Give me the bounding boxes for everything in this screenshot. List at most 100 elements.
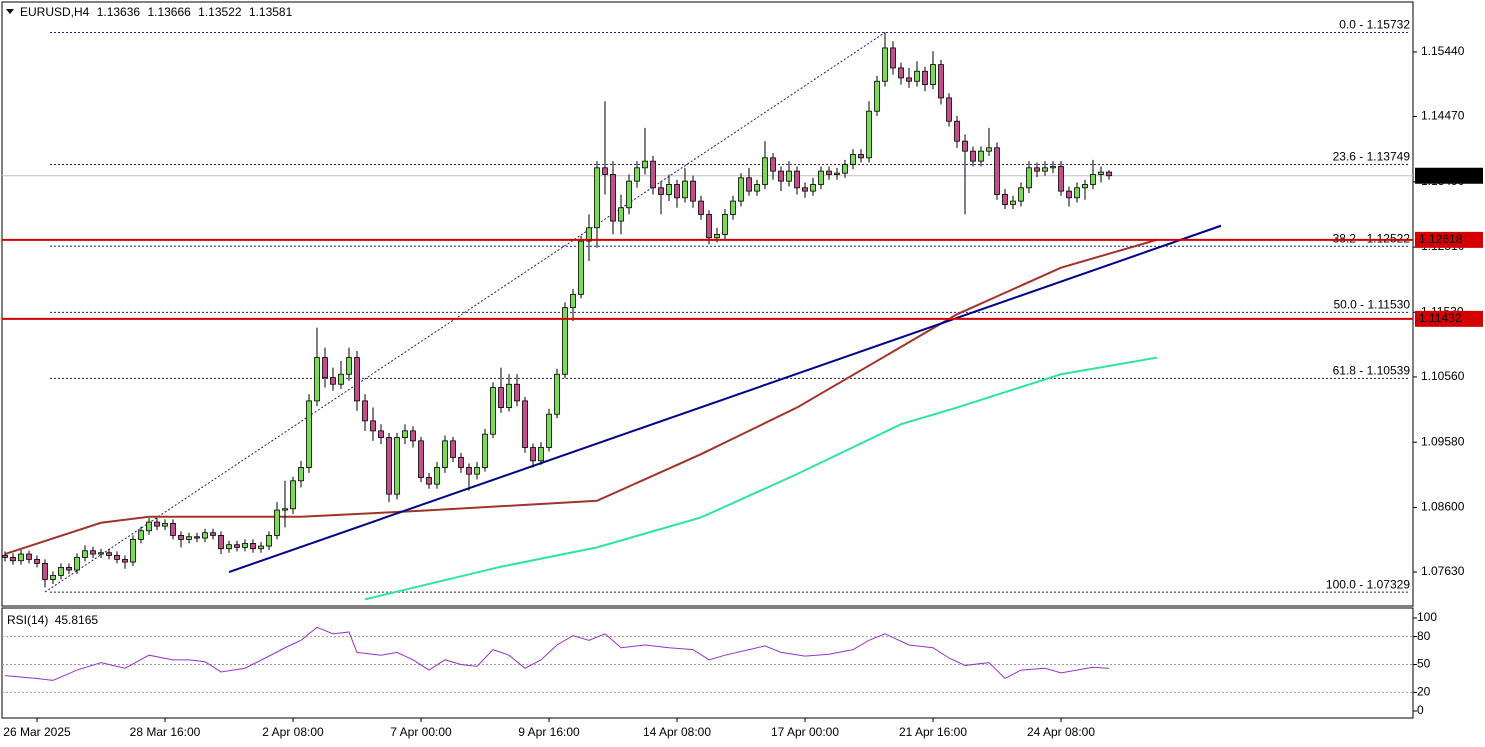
candle-body bbox=[330, 377, 336, 385]
level-badge-label: 1.12618 bbox=[1419, 232, 1463, 246]
current-price-label: 1.13581 bbox=[1419, 168, 1463, 182]
x-tick-label: 26 Mar 2025 bbox=[3, 725, 71, 739]
candle-body bbox=[666, 184, 672, 195]
candle-body bbox=[690, 180, 696, 202]
candle-body bbox=[194, 536, 200, 539]
candle-body bbox=[322, 357, 328, 378]
close: 1.13581 bbox=[249, 5, 293, 19]
candle-body bbox=[586, 227, 592, 242]
candle-body bbox=[898, 67, 904, 79]
candle-body bbox=[642, 160, 648, 169]
candle-body bbox=[10, 556, 16, 562]
candle-body bbox=[1074, 187, 1080, 199]
candle-body bbox=[402, 430, 408, 438]
candle-body bbox=[482, 433, 488, 468]
candle-body bbox=[218, 535, 224, 550]
y-tick-label: 1.09580 bbox=[1421, 434, 1465, 448]
fib-label: 38.2 - 1.12522 bbox=[1333, 231, 1411, 245]
candle-body bbox=[882, 47, 888, 82]
candle-body bbox=[530, 447, 536, 462]
candle-body bbox=[994, 147, 1000, 195]
candle-body bbox=[626, 180, 632, 209]
candle-body bbox=[890, 47, 896, 69]
rsi-last: 45.8165 bbox=[55, 613, 99, 627]
candle-body bbox=[450, 440, 456, 458]
candle-body bbox=[602, 167, 608, 175]
candle-body bbox=[570, 293, 576, 309]
candle-body bbox=[970, 150, 976, 162]
candle-body bbox=[346, 357, 352, 375]
candle-body bbox=[1098, 171, 1104, 175]
fib-label: 61.8 - 1.10539 bbox=[1333, 363, 1411, 377]
candle-body bbox=[610, 174, 616, 222]
candle-body bbox=[114, 554, 120, 560]
header: EURUSD,H4 1.13636 1.13666 1.13522 1.1358… bbox=[20, 5, 293, 19]
candle-body bbox=[674, 184, 680, 199]
candle-body bbox=[986, 147, 992, 152]
candle-body bbox=[1010, 200, 1016, 205]
candle-body bbox=[938, 64, 944, 99]
candle-body bbox=[378, 430, 384, 438]
y-tick-label: 1.08600 bbox=[1421, 500, 1465, 514]
candle-body bbox=[138, 530, 144, 540]
candle-body bbox=[514, 383, 520, 402]
candle-body bbox=[1058, 166, 1064, 192]
x-tick-label: 28 Mar 16:00 bbox=[130, 725, 201, 739]
candle-body bbox=[770, 157, 776, 172]
candle-body bbox=[754, 184, 760, 192]
candle-body bbox=[26, 553, 32, 560]
low: 1.13522 bbox=[198, 5, 242, 19]
x-tick-label: 9 Apr 16:00 bbox=[518, 725, 580, 739]
candle-body bbox=[922, 70, 928, 85]
candle-body bbox=[442, 440, 448, 468]
candle-body bbox=[874, 80, 880, 112]
candle-body bbox=[266, 535, 272, 547]
candle-body bbox=[66, 566, 72, 571]
candle-body bbox=[850, 154, 856, 165]
rsi-line bbox=[4, 626, 1110, 681]
candle-body bbox=[154, 521, 160, 527]
candle-body bbox=[658, 187, 664, 195]
candle-body bbox=[290, 480, 296, 510]
candle-body bbox=[202, 532, 208, 539]
candle-body bbox=[250, 543, 256, 550]
candle-body bbox=[170, 523, 176, 536]
candle-body bbox=[1090, 174, 1096, 185]
rsi-tick-label: 0 bbox=[1417, 703, 1424, 717]
candle-body bbox=[1026, 167, 1032, 189]
candle-body bbox=[242, 543, 248, 548]
candle-body bbox=[226, 544, 232, 550]
candle-body bbox=[386, 437, 392, 495]
candle-body bbox=[434, 467, 440, 485]
rsi-name: RSI(14) bbox=[7, 613, 48, 627]
level-badge-label: 1.11432 bbox=[1419, 311, 1462, 325]
candle-body bbox=[978, 150, 984, 162]
fib-label: 50.0 - 1.11530 bbox=[1333, 297, 1410, 311]
candle-body bbox=[786, 170, 792, 182]
candle-body bbox=[714, 234, 720, 239]
x-tick-label: 24 Apr 08:00 bbox=[1027, 725, 1095, 739]
candle-body bbox=[258, 545, 264, 550]
candle-body bbox=[274, 509, 280, 536]
rsi-tick-label: 50 bbox=[1417, 657, 1431, 671]
candle-body bbox=[466, 467, 472, 475]
candle-body bbox=[74, 556, 80, 571]
candle-body bbox=[698, 200, 704, 215]
candle-body bbox=[210, 532, 216, 536]
candle-body bbox=[474, 467, 480, 475]
candle-body bbox=[90, 550, 96, 555]
candle-body bbox=[338, 373, 344, 385]
candle-body bbox=[722, 214, 728, 235]
candle-body bbox=[234, 544, 240, 548]
candle-body bbox=[794, 170, 800, 189]
candle-body bbox=[490, 387, 496, 435]
candle-body bbox=[162, 523, 168, 527]
candle-body bbox=[58, 566, 64, 576]
y-tick-label: 1.07630 bbox=[1421, 564, 1465, 578]
candle-body bbox=[98, 552, 104, 555]
candle-body bbox=[42, 562, 48, 580]
x-tick-label: 7 Apr 00:00 bbox=[390, 725, 452, 739]
y-tick-label: 1.10560 bbox=[1421, 369, 1465, 383]
candle-body bbox=[634, 167, 640, 182]
candle-body bbox=[498, 387, 504, 408]
